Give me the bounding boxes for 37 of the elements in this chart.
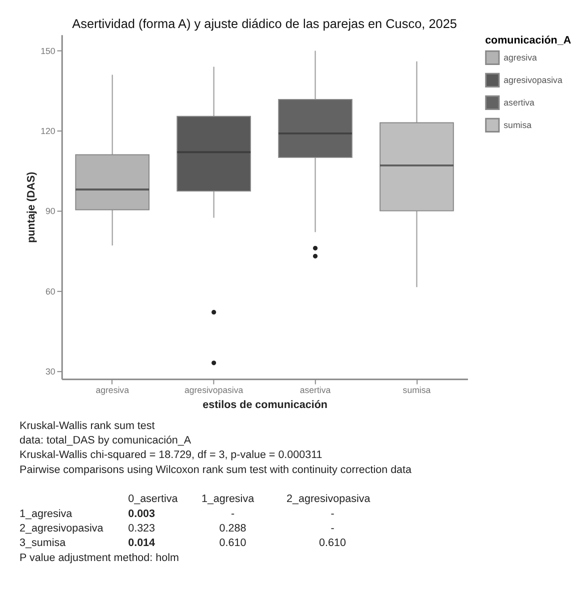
text: 3_sumisa bbox=[20, 537, 66, 550]
legend-label: sumisa bbox=[504, 120, 532, 130]
text: 1_agresiva bbox=[201, 493, 254, 506]
legend-label: asertiva bbox=[504, 98, 535, 108]
text: 2_agresivopasiva bbox=[286, 493, 370, 506]
text: 0.610 bbox=[319, 537, 346, 550]
legend-label: agresiva bbox=[504, 52, 538, 63]
y-tick-label: 90 bbox=[45, 206, 56, 216]
text: 0.610 bbox=[219, 537, 246, 550]
text: 0_asertiva bbox=[128, 493, 178, 506]
text: 0.003 bbox=[128, 508, 156, 520]
legend-label: agresivopasiva bbox=[504, 75, 562, 86]
text: 0.288 bbox=[219, 522, 246, 534]
x-tick-label: sumisa bbox=[402, 385, 431, 396]
text: P value adjustment method: holm bbox=[20, 552, 179, 564]
chart-title: Asertividad (forma A) y ajuste diádico de las parejas en Cusco, 2025 bbox=[72, 16, 457, 31]
text: - bbox=[330, 522, 335, 534]
y-tick-label: 60 bbox=[45, 286, 56, 296]
x-tick-label: asertiva bbox=[300, 385, 331, 396]
y-axis-title: puntaje (DAS) bbox=[26, 171, 38, 243]
text: data: total_DAS by comunicación_A bbox=[20, 434, 192, 446]
x-axis-title: estilos de comunicación bbox=[202, 398, 328, 411]
x-tick-label: agresiva bbox=[96, 385, 130, 396]
text: Pairwise comparisons using Wilcoxon rank sum test with continuity correction data bbox=[20, 464, 412, 476]
y-tick-label: 120 bbox=[40, 126, 56, 136]
text: - bbox=[330, 508, 335, 520]
legend-title: comunicación_A bbox=[485, 34, 572, 46]
text: Kruskal-Wallis chi-squared = 18.729, df = 3, p-value = 0.000311 bbox=[20, 449, 322, 462]
text: 0.323 bbox=[128, 522, 156, 534]
text: - bbox=[230, 508, 235, 520]
x-tick-label: agresivopasiva bbox=[184, 385, 244, 396]
text: 2_agresivopasiva bbox=[20, 522, 104, 534]
y-tick-label: 30 bbox=[45, 366, 56, 376]
text: 1_agresiva bbox=[20, 508, 72, 520]
text: 0.014 bbox=[128, 537, 156, 550]
y-tick-label: 150 bbox=[40, 46, 56, 56]
text: Kruskal-Wallis rank sum test bbox=[20, 420, 155, 432]
